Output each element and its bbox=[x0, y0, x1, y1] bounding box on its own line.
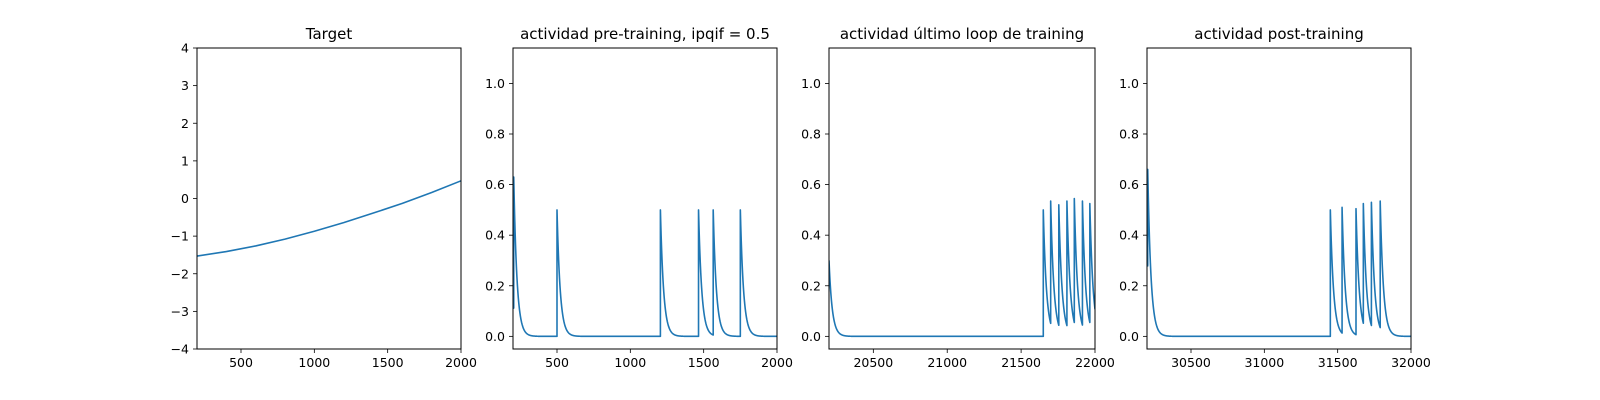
chart-title: Target bbox=[305, 25, 353, 43]
x-tick-label: 32000 bbox=[1391, 355, 1431, 370]
y-tick-label: −2 bbox=[171, 266, 189, 281]
x-tick-label: 1500 bbox=[372, 355, 404, 370]
y-tick-label: 0.8 bbox=[485, 127, 505, 142]
x-tick-label: 1500 bbox=[688, 355, 720, 370]
y-tick-label: 1.0 bbox=[801, 76, 821, 91]
y-tick-label: 0.2 bbox=[485, 278, 505, 293]
x-tick-label: 31500 bbox=[1318, 355, 1358, 370]
x-tick-label: 500 bbox=[229, 355, 253, 370]
y-tick-label: 0.2 bbox=[801, 278, 821, 293]
y-tick-label: 1 bbox=[181, 153, 189, 168]
subplot-target: Target 500 1000 1500 2000 −4 −3 −2 −1 0 1 2 3 4 bbox=[171, 25, 477, 370]
subplot-pre-training: actividad pre-training, ipqif = 0.5 500 1… bbox=[485, 25, 793, 370]
y-tick-label: 0.0 bbox=[801, 329, 821, 344]
y-tick-label: 0.6 bbox=[1119, 177, 1139, 192]
y-tick-label: 1.0 bbox=[485, 76, 505, 91]
axes-frame bbox=[1146, 47, 1412, 350]
chart-title: actividad pre-training, ipqif = 0.5 bbox=[520, 25, 770, 43]
x-tick-label: 1000 bbox=[298, 355, 330, 370]
series-line bbox=[197, 180, 461, 257]
y-tick-label: 0.6 bbox=[801, 177, 821, 192]
x-tick-label: 1000 bbox=[614, 355, 646, 370]
subplot-last-training-loop: actividad último loop de training 20500 2… bbox=[801, 25, 1115, 370]
y-tick-label: 3 bbox=[181, 78, 189, 93]
y-tick-label: 0 bbox=[181, 191, 189, 206]
series-line bbox=[1147, 168, 1411, 338]
y-tick-label: 2 bbox=[181, 116, 189, 131]
x-tick-label: 22000 bbox=[1075, 355, 1115, 370]
x-tick-label: 500 bbox=[545, 355, 569, 370]
y-tick-label: 4 bbox=[181, 41, 189, 56]
y-tick-label: 0.6 bbox=[485, 177, 505, 192]
y-tick-label: −1 bbox=[171, 229, 189, 244]
y-tick-label: 0.8 bbox=[801, 127, 821, 142]
y-tick-label: 0.4 bbox=[801, 228, 821, 243]
x-tick-label: 21500 bbox=[1001, 355, 1041, 370]
x-tick-label: 2000 bbox=[445, 355, 477, 370]
x-tick-label: 20500 bbox=[853, 355, 893, 370]
x-tick-label: 31000 bbox=[1244, 355, 1284, 370]
y-tick-label: 0.4 bbox=[485, 228, 505, 243]
x-tick-label: 30500 bbox=[1171, 355, 1211, 370]
y-tick-label: −3 bbox=[171, 304, 189, 319]
y-tick-label: 1.0 bbox=[1119, 76, 1139, 91]
y-tick-label: 0.0 bbox=[1119, 329, 1139, 344]
y-tick-label: 0.8 bbox=[1119, 127, 1139, 142]
y-tick-label: 0.4 bbox=[1119, 228, 1139, 243]
chart-title: actividad post-training bbox=[1194, 25, 1363, 43]
axes-frame bbox=[828, 47, 1096, 350]
axes-frame bbox=[512, 47, 778, 350]
y-tick-label: 0.2 bbox=[1119, 278, 1139, 293]
x-tick-label: 2000 bbox=[761, 355, 793, 370]
series-line bbox=[513, 176, 777, 338]
series-line bbox=[829, 197, 1095, 338]
y-tick-label: 0.0 bbox=[485, 329, 505, 344]
x-tick-label: 21000 bbox=[927, 355, 967, 370]
chart-title: actividad último loop de training bbox=[840, 25, 1084, 43]
subplot-post-training: actividad post-training 30500 31000 31500 3… bbox=[1119, 25, 1431, 370]
y-tick-label: −4 bbox=[171, 342, 189, 357]
